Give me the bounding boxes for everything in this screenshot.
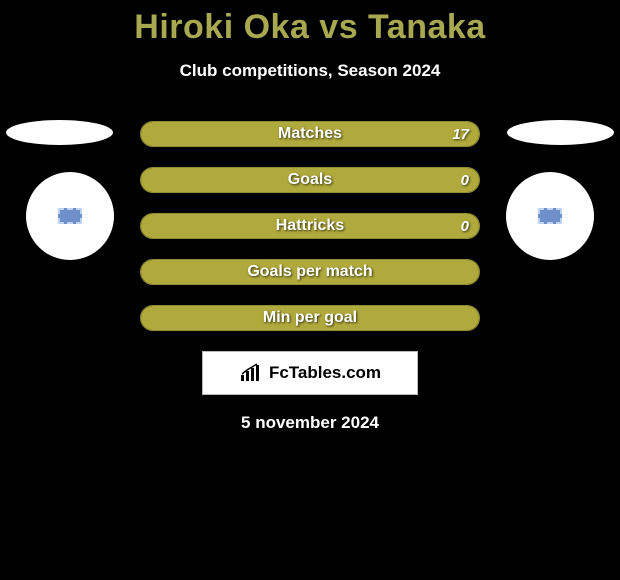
stat-row-label: Matches	[141, 122, 479, 146]
stat-row: Matches 17	[140, 121, 480, 147]
stat-row-value: 0	[461, 168, 469, 192]
stat-row: Hattricks 0	[140, 213, 480, 239]
stat-row-label: Hattricks	[141, 214, 479, 238]
avatar-placeholder-icon	[58, 208, 82, 224]
date-label: 5 november 2024	[0, 413, 620, 433]
decor-ellipse-left	[6, 120, 113, 145]
comparison-container: Matches 17 Goals 0 Hattricks 0 Goals per…	[0, 121, 620, 331]
player-avatar-right	[506, 172, 594, 260]
decor-ellipse-right	[507, 120, 614, 145]
stat-row-value: 17	[452, 122, 469, 146]
brand-badge[interactable]: FcTables.com	[202, 351, 418, 395]
page-subtitle: Club competitions, Season 2024	[0, 61, 620, 81]
comparison-rows: Matches 17 Goals 0 Hattricks 0 Goals per…	[140, 121, 480, 331]
stat-row: Goals per match	[140, 259, 480, 285]
stat-row: Min per goal	[140, 305, 480, 331]
brand-chart-icon	[239, 363, 263, 383]
page-title: Hiroki Oka vs Tanaka	[0, 0, 620, 47]
stat-row-label: Goals	[141, 168, 479, 192]
stat-row-value: 0	[461, 214, 469, 238]
stat-row-label: Goals per match	[141, 260, 479, 284]
avatar-placeholder-icon	[538, 208, 562, 224]
stat-row-label: Min per goal	[141, 306, 479, 330]
player-avatar-left	[26, 172, 114, 260]
stat-row: Goals 0	[140, 167, 480, 193]
brand-text: FcTables.com	[269, 363, 381, 383]
